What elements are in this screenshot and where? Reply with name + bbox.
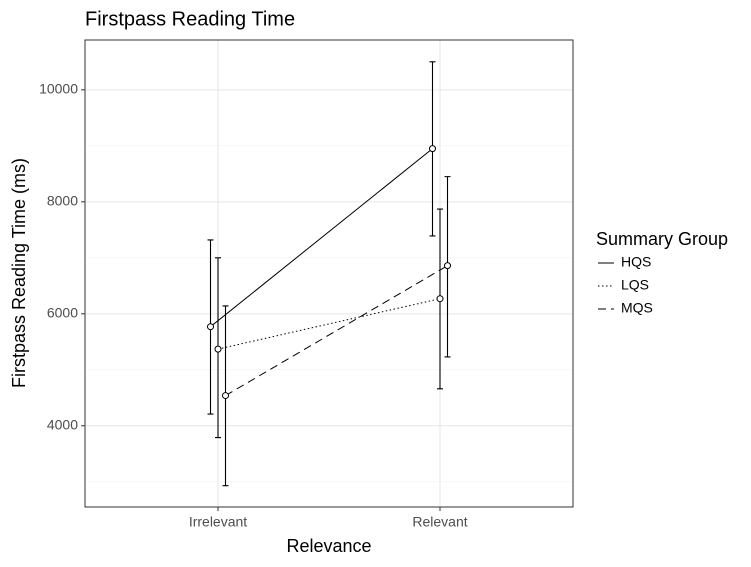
plot-border <box>84 39 574 508</box>
x-axis-label: Relevance <box>286 536 371 556</box>
legend-label: MQS <box>621 300 653 316</box>
series-line <box>217 298 441 350</box>
point <box>214 345 222 353</box>
point <box>429 145 436 153</box>
legend-label: HQS <box>621 254 651 270</box>
y-tick-label: 4000 <box>47 417 78 433</box>
y-axis-label: Firstpass Reading Time (ms) <box>9 158 29 388</box>
point <box>444 262 451 270</box>
y-tick-label: 6000 <box>47 305 78 321</box>
chart-title: Firstpass Reading Time <box>85 8 295 30</box>
point <box>436 295 444 303</box>
x-tick-label: Relevant <box>412 514 467 530</box>
legend-label: LQS <box>621 277 649 293</box>
point <box>207 323 214 331</box>
legend-title: Summary Group <box>596 229 728 249</box>
series-line <box>210 148 433 328</box>
y-tick-label: 8000 <box>47 193 78 209</box>
point <box>222 392 229 400</box>
series-line <box>225 265 448 397</box>
y-tick-label: 10000 <box>39 81 78 97</box>
x-tick-label: Irrelevant <box>189 514 247 530</box>
